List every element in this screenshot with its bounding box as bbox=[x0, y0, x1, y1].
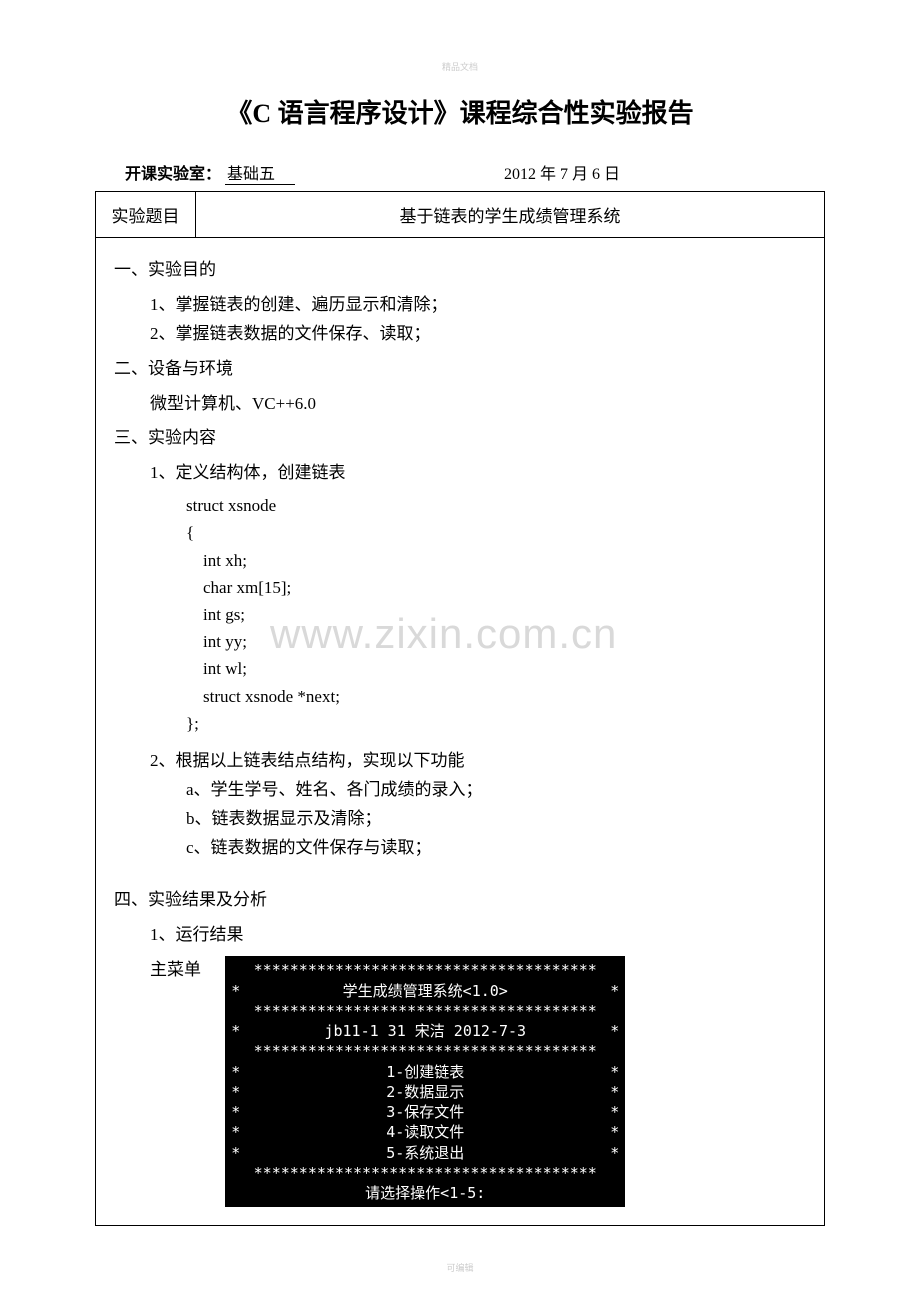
console-menu-2: * 2-数据显示 * bbox=[231, 1082, 619, 1102]
console-menu-5: * 5-系统退出 * bbox=[231, 1143, 619, 1163]
console-stars: ************************************** bbox=[231, 960, 619, 980]
s3-func-c: c、链表数据的文件保存与读取； bbox=[114, 834, 806, 863]
star-left: * bbox=[231, 1143, 240, 1163]
star-left: * bbox=[231, 1062, 240, 1082]
console-wrap: ************************************** *… bbox=[225, 956, 625, 1207]
console-title-row: * 学生成绩管理系统<1.0> * bbox=[231, 981, 619, 1001]
star-right: * bbox=[610, 1062, 619, 1082]
console-stars: ************************************** bbox=[231, 1163, 619, 1183]
topic-row: 实验题目 基于链表的学生成绩管理系统 bbox=[96, 192, 824, 238]
console-author-row: * jb11-1 31 宋洁 2012-7-3 * bbox=[231, 1021, 619, 1041]
console-stars: ************************************** bbox=[231, 1001, 619, 1021]
console-menu-3: * 3-保存文件 * bbox=[231, 1102, 619, 1122]
code-block: struct xsnode { int xh; char xm[15]; int… bbox=[114, 492, 806, 737]
s2-body: 微型计算机、VC++6.0 bbox=[114, 390, 806, 419]
console-m2: 2-数据显示 bbox=[240, 1082, 610, 1102]
star-left: * bbox=[231, 1102, 240, 1122]
s3-func-a: a、学生学号、姓名、各门成绩的录入； bbox=[114, 776, 806, 805]
main-box: 实验题目 基于链表的学生成绩管理系统 一、实验目的 1、掌握链表的创建、遍历显示… bbox=[95, 191, 825, 1226]
console-m1: 1-创建链表 bbox=[240, 1062, 610, 1082]
info-line: 开课实验室： 基础五 2012 年 7 月 6 日 bbox=[95, 160, 825, 185]
console-m4: 4-读取文件 bbox=[240, 1122, 610, 1142]
console-screenshot: ************************************** *… bbox=[225, 956, 625, 1207]
s1-item-1: 1、掌握链表的创建、遍历显示和清除； bbox=[114, 291, 806, 320]
topic-label: 实验题目 bbox=[96, 192, 196, 237]
star-right: * bbox=[610, 1082, 619, 1102]
report-date: 2012 年 7 月 6 日 bbox=[504, 160, 620, 184]
page-container: 精品文档 《C 语言程序设计》课程综合性实验报告 开课实验室： 基础五 2012… bbox=[0, 0, 920, 1266]
star-right: * bbox=[610, 981, 619, 1001]
code-line: { bbox=[186, 519, 806, 546]
code-line: struct xsnode bbox=[186, 492, 806, 519]
code-line: int xh; bbox=[186, 547, 806, 574]
s3-item-2: 2、根据以上链表结点结构，实现以下功能 bbox=[114, 747, 806, 776]
code-line: struct xsnode *next; bbox=[186, 683, 806, 710]
s3-func-b: b、链表数据显示及清除； bbox=[114, 805, 806, 834]
console-author: jb11-1 31 宋洁 2012-7-3 bbox=[240, 1021, 610, 1041]
star-right: * bbox=[610, 1122, 619, 1142]
s1-item-2: 2、掌握链表数据的文件保存、读取； bbox=[114, 320, 806, 349]
star-left: * bbox=[231, 981, 240, 1001]
header-watermark: 精品文档 bbox=[95, 60, 825, 73]
topic-value: 基于链表的学生成绩管理系统 bbox=[196, 192, 824, 237]
doc-title: 《C 语言程序设计》课程综合性实验报告 bbox=[95, 93, 825, 130]
spacer bbox=[114, 862, 806, 880]
section-1-heading: 一、实验目的 bbox=[114, 256, 806, 285]
content-area: 一、实验目的 1、掌握链表的创建、遍历显示和清除； 2、掌握链表数据的文件保存、… bbox=[96, 238, 824, 1225]
console-title: 学生成绩管理系统<1.0> bbox=[240, 981, 610, 1001]
lab-label: 开课实验室： bbox=[125, 160, 221, 184]
code-line: int gs; bbox=[186, 601, 806, 628]
star-right: * bbox=[610, 1102, 619, 1122]
code-line: }; bbox=[186, 710, 806, 737]
star-right: * bbox=[610, 1143, 619, 1163]
console-stars: ************************************** bbox=[231, 1041, 619, 1061]
s3-item-1: 1、定义结构体，创建链表 bbox=[114, 459, 806, 488]
console-menu-4: * 4-读取文件 * bbox=[231, 1122, 619, 1142]
console-menu-1: * 1-创建链表 * bbox=[231, 1062, 619, 1082]
console-prompt: 请选择操作<1-5: bbox=[231, 1183, 619, 1203]
star-left: * bbox=[231, 1021, 240, 1041]
console-m3: 3-保存文件 bbox=[240, 1102, 610, 1122]
code-line: char xm[15]; bbox=[186, 574, 806, 601]
star-left: * bbox=[231, 1082, 240, 1102]
star-right: * bbox=[610, 1021, 619, 1041]
lab-value: 基础五 bbox=[225, 160, 295, 185]
section-2-heading: 二、设备与环境 bbox=[114, 355, 806, 384]
section-3-heading: 三、实验内容 bbox=[114, 424, 806, 453]
section-4-heading: 四、实验结果及分析 bbox=[114, 886, 806, 915]
code-line: int yy; bbox=[186, 628, 806, 655]
console-m5: 5-系统退出 bbox=[240, 1143, 610, 1163]
footer-watermark: 可编辑 bbox=[0, 1261, 920, 1274]
code-line: int wl; bbox=[186, 655, 806, 682]
main-menu-label: 主菜单 bbox=[114, 956, 201, 985]
s4-item-1: 1、运行结果 bbox=[114, 921, 806, 950]
star-left: * bbox=[231, 1122, 240, 1142]
